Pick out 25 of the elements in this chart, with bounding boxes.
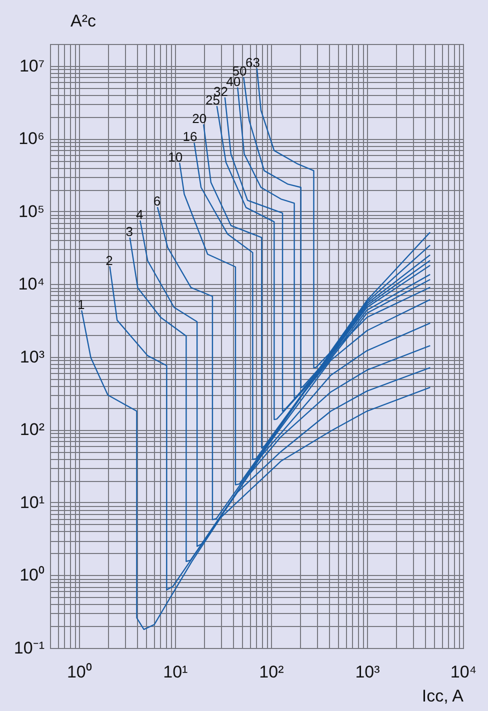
y-axis-title: A²c [70,12,96,30]
y-tick-label: 10⁷ [19,56,44,76]
series-label: 10 [168,149,183,164]
series-label: 3 [126,224,133,240]
series-label: 2 [106,252,113,268]
series-label: 6 [153,194,161,209]
x-tick-label: 10² [259,662,284,682]
series-label: 16 [182,129,198,144]
series-label: 20 [192,110,207,126]
y-tick-label: 10⁵ [18,202,44,221]
y-tick-label: 10⁻¹ [14,638,45,658]
y-tick-label: 10⁶ [18,129,44,148]
y-tick-label: 10³ [20,347,45,366]
y-tick-label: 10⁴ [18,274,44,294]
x-tick-label: 10⁴ [450,662,477,682]
y-tick-label: 10¹ [20,492,45,512]
x-tick-label: 10³ [355,662,380,682]
y-tick-label: 10² [20,420,45,440]
series-label: 4 [136,206,144,222]
x-tick-label: 10¹ [163,662,188,682]
x-tick-label: 10⁰ [66,662,92,682]
x-axis-title: Icc, A [422,686,464,706]
series-label: 63 [245,54,260,70]
series-label: 1 [77,296,85,312]
y-tick-label: 10⁰ [20,566,44,585]
